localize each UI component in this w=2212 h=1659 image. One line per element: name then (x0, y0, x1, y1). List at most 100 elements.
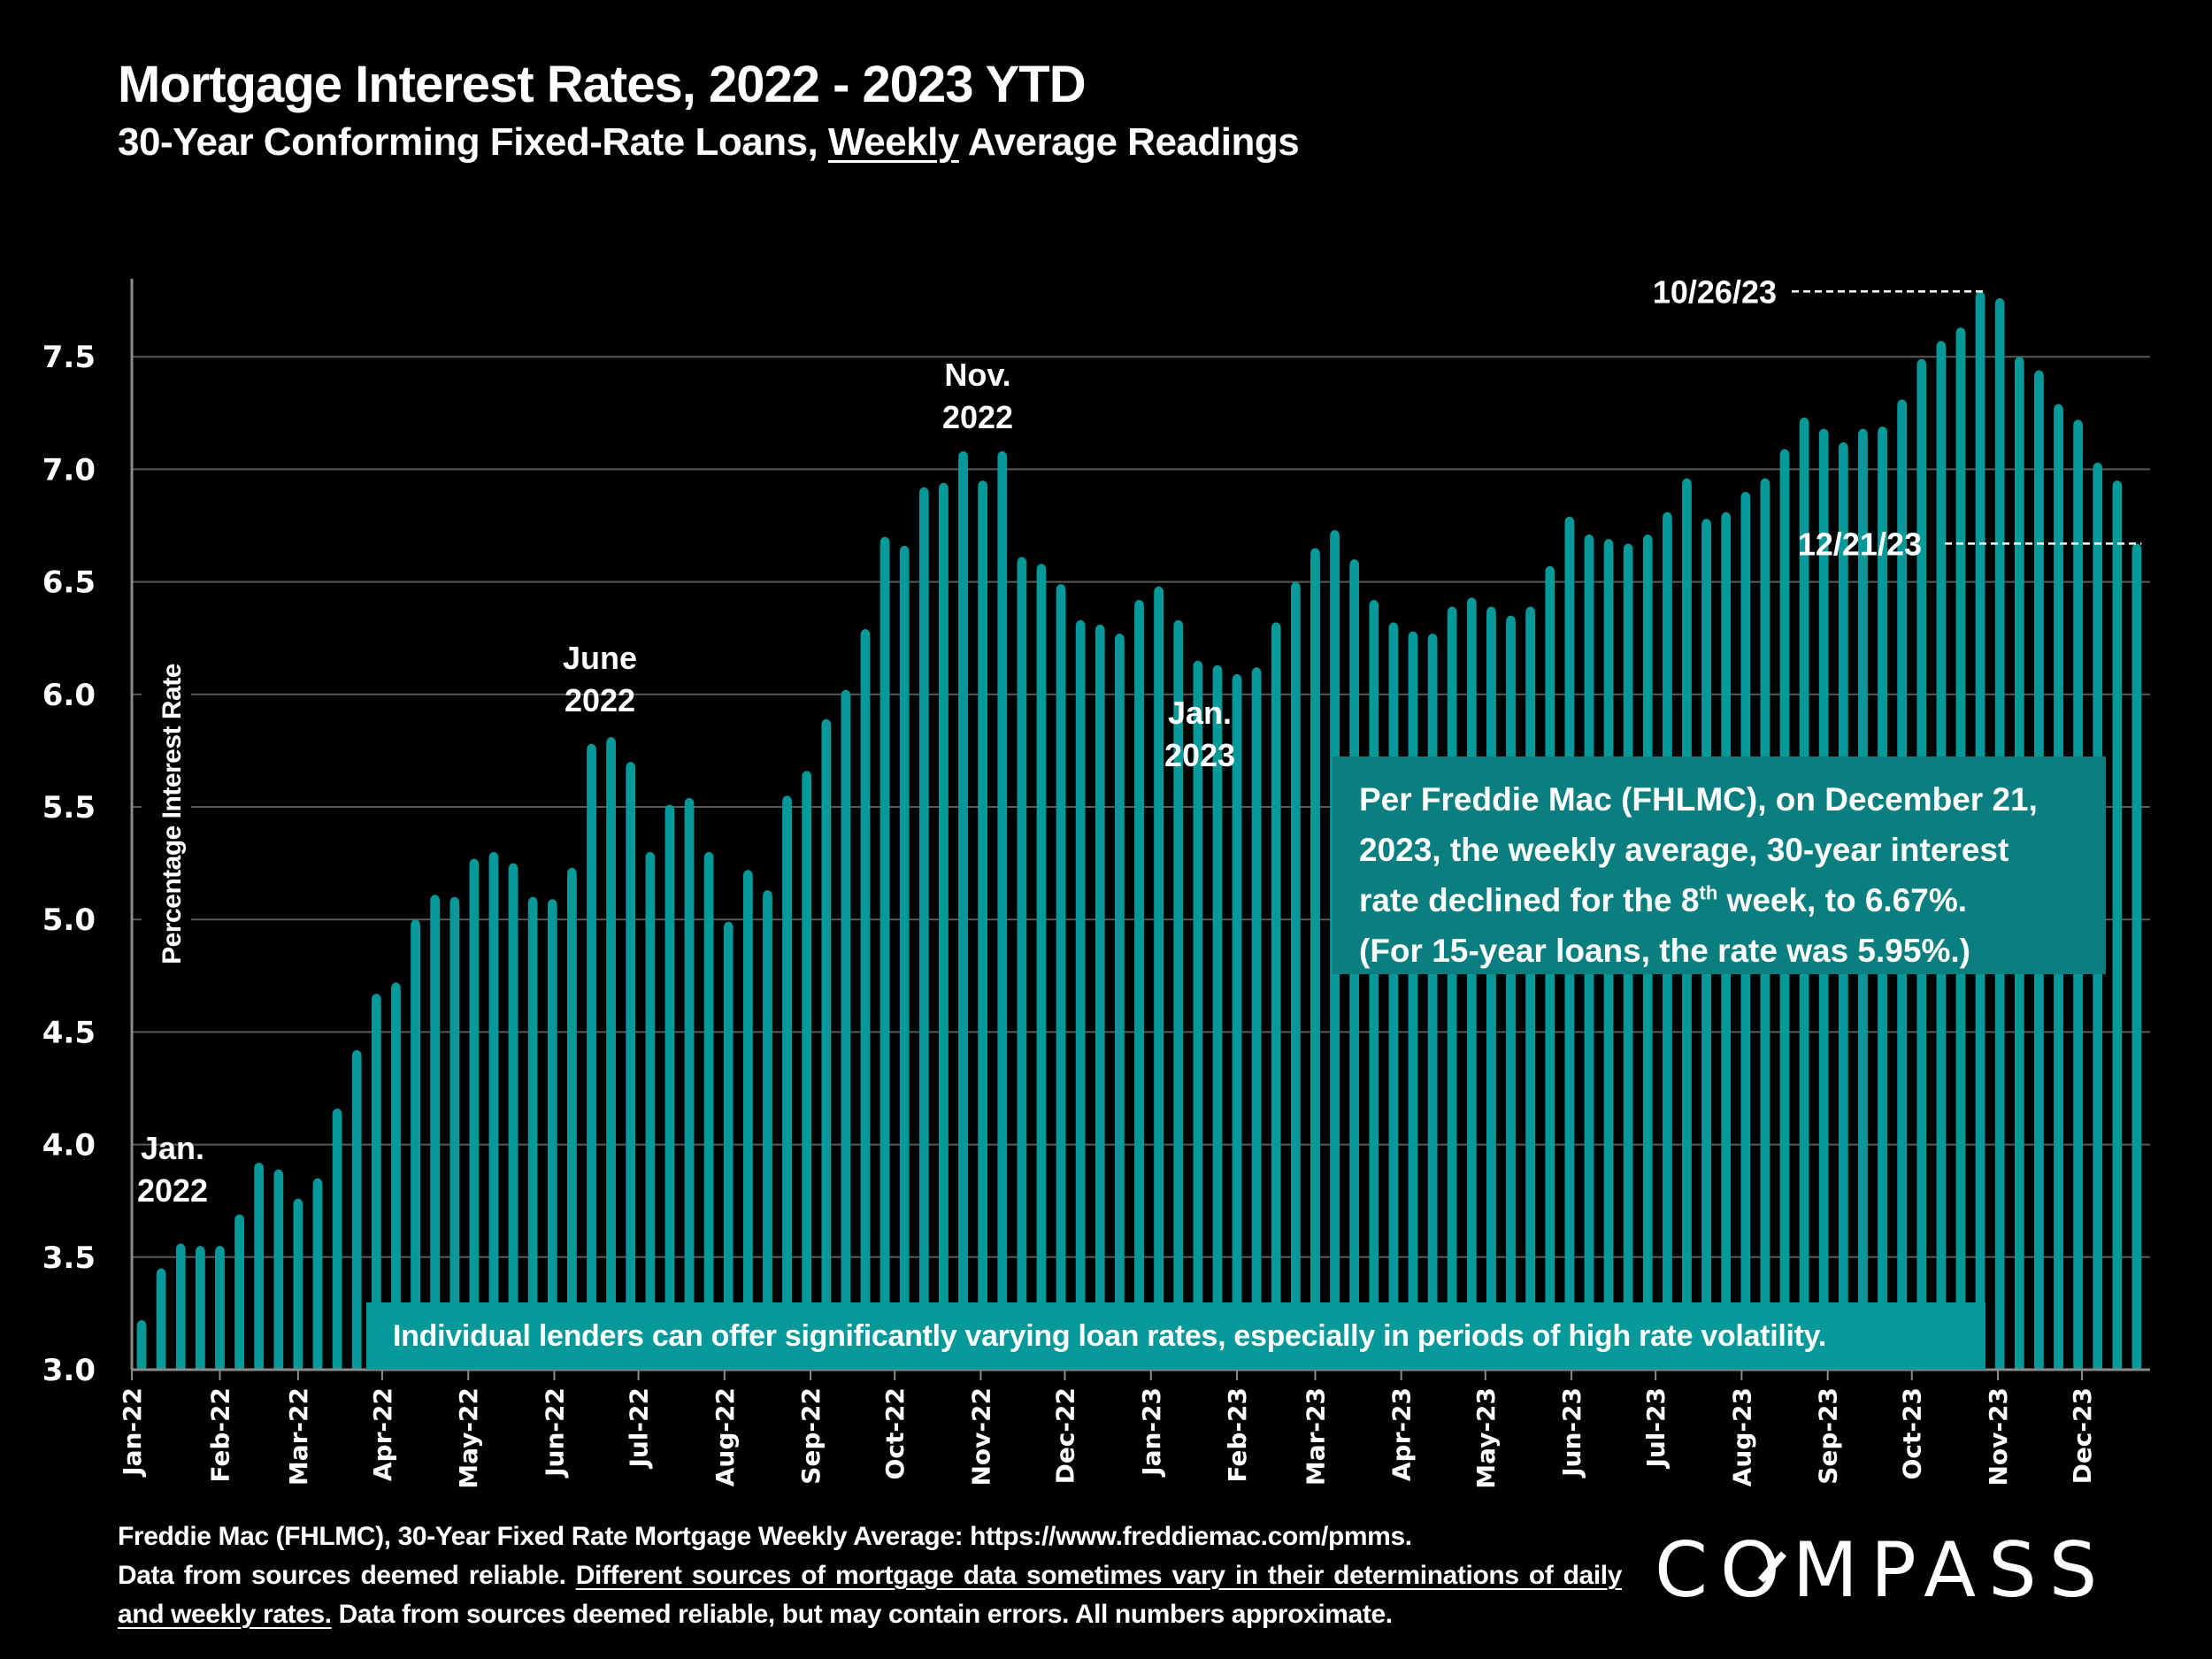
x-tick-label: Oct-22 (880, 1387, 910, 1479)
y-axis-label: Percentage Interest Rate (157, 664, 187, 964)
bar-body (1388, 629, 1399, 1370)
chart-subtitle: 30-Year Conforming Fixed-Rate Loans, Wee… (118, 120, 1300, 165)
footer-underlined: Different sources of mortgage data somet… (118, 1561, 1622, 1629)
bar-body (273, 1176, 284, 1370)
bar-body (430, 902, 440, 1370)
x-tick-label: Apr-22 (368, 1387, 397, 1481)
x-tick-label: Aug-22 (710, 1387, 740, 1486)
y-tick-label: 4.0 (42, 1128, 96, 1164)
bar-body (802, 778, 811, 1370)
logo-slash-icon (1757, 1551, 1787, 1583)
x-tick-label: Dec-22 (1050, 1387, 1079, 1484)
bar-body (939, 489, 949, 1370)
x-tick-label: Aug-23 (1727, 1387, 1756, 1486)
bar-body (391, 989, 401, 1370)
info-line-3-sup: th (1699, 881, 1718, 904)
y-tick-label: 7.5 (42, 340, 96, 375)
bar-body (958, 458, 968, 1370)
y-tick-label: 3.5 (42, 1240, 96, 1276)
bar-body (2131, 550, 2142, 1370)
bar-body (527, 903, 538, 1370)
bar-body (547, 906, 557, 1370)
bar-body (684, 804, 695, 1370)
x-tick-label: Jan-23 (1137, 1387, 1166, 1478)
bar-body (1232, 680, 1242, 1370)
bar-body (1447, 613, 1457, 1370)
bar-body (723, 928, 733, 1370)
y-tick-label: 6.5 (42, 565, 96, 601)
y-tick-labels: 3.0 3.5 4.0 4.5 5.0 5.5 6.0 6.5 7.0 7.5 (42, 340, 96, 1388)
bar-body (1310, 555, 1320, 1370)
y-tick-label: 6.0 (42, 678, 96, 713)
bar-body (411, 926, 420, 1370)
x-tick-label: Jul-23 (1641, 1387, 1671, 1470)
info-line-4: (For 15-year loans, the rate was 5.95%.) (1359, 933, 1970, 969)
bar-body (1271, 629, 1281, 1370)
bar-body (626, 769, 636, 1370)
annotations: Jan. 2022 June 2022 Nov. 2022 Jan. 2023 10/26/23… (137, 273, 2142, 1209)
banner-text: Individual lenders can offer significant… (393, 1318, 1826, 1353)
x-tick-label: Jul-22 (625, 1387, 654, 1470)
bar-body (2112, 488, 2123, 1370)
bar-body (1134, 606, 1144, 1370)
bar-body (215, 1253, 225, 1370)
bar-body (1525, 613, 1535, 1370)
footer-post: Data from sources deemed reliable, but m… (331, 1600, 1393, 1629)
y-tick-label: 5.0 (42, 902, 96, 938)
chart-title: Mortgage Interest Rates, 2022 - 2023 YTD (118, 56, 1087, 113)
subtitle-suffix: Average Readings (958, 120, 1300, 164)
bar-body (1506, 622, 1516, 1370)
info-line-3: rate declined for the 8th week, to 6.67%… (1359, 875, 2083, 926)
bar-body (1115, 641, 1125, 1370)
x-tick-label: Jan-22 (118, 1387, 147, 1478)
bar-body (841, 696, 851, 1370)
bar-body (175, 1250, 186, 1370)
period-annotation: 2023 (1164, 737, 1235, 773)
bar-body (234, 1221, 244, 1370)
bar-body (919, 494, 929, 1370)
period-annotation: June (563, 640, 637, 676)
subtitle-prefix: 30-Year Conforming Fixed-Rate Loans, (118, 120, 828, 164)
x-tick-label: Dec-23 (2068, 1387, 2097, 1484)
x-tick-label: Jun-22 (541, 1387, 570, 1479)
bar-body (1369, 606, 1379, 1370)
bar-body (372, 1001, 381, 1370)
x-tick-label: Mar-23 (1301, 1387, 1330, 1486)
info-line-1: Per Freddie Mac (FHLMC), on December 21, (1359, 781, 2038, 818)
x-tick-label: Mar-22 (284, 1387, 313, 1486)
axes (130, 279, 2150, 1380)
bar-body (1291, 588, 1301, 1370)
bar-body (1056, 591, 1066, 1370)
footer-line-1: Freddie Mac (FHLMC), 30-Year Fixed Rate … (118, 1522, 1412, 1551)
bar-body (1408, 638, 1418, 1370)
bar-body (763, 897, 772, 1370)
footer-pre: Data from sources deemed reliable. (118, 1561, 576, 1590)
y-label-bg (142, 637, 191, 991)
bar-body (782, 803, 792, 1370)
bar-body (508, 870, 518, 1370)
y-tick-label: 5.5 (42, 790, 96, 826)
bar-body (156, 1275, 166, 1370)
bar-body (1486, 613, 1496, 1370)
date-annotation: 10/26/23 (1653, 273, 1777, 310)
bar-body (332, 1115, 342, 1370)
bar-body (1427, 641, 1438, 1370)
x-tick-label: Sep-22 (796, 1387, 826, 1485)
info-line-3-post: week, to 6.67%. (1717, 882, 1968, 918)
info-box: Per Freddie Mac (FHLMC), on December 21,… (1333, 757, 2106, 974)
x-tick-label: Jun-23 (1557, 1387, 1586, 1479)
y-tick-label: 4.5 (42, 1015, 96, 1050)
logo-text: COMPASS (1655, 1529, 2109, 1609)
bar-body (196, 1253, 205, 1370)
subtitle-weekly: Weekly (828, 120, 959, 164)
x-tick-label: May-22 (454, 1387, 483, 1489)
footer-body: Data from sources deemed reliable. Diffe… (118, 1556, 1622, 1634)
bar-body (1075, 626, 1086, 1370)
bar-body (567, 874, 577, 1370)
bar-body (978, 488, 987, 1370)
x-tick-label: Sep-23 (1814, 1387, 1843, 1485)
footer-source: Freddie Mac (FHLMC), 30-Year Fixed Rate … (118, 1517, 1622, 1634)
bar-body (997, 458, 1008, 1370)
bar-body (293, 1205, 303, 1370)
bar-body (351, 1056, 362, 1370)
